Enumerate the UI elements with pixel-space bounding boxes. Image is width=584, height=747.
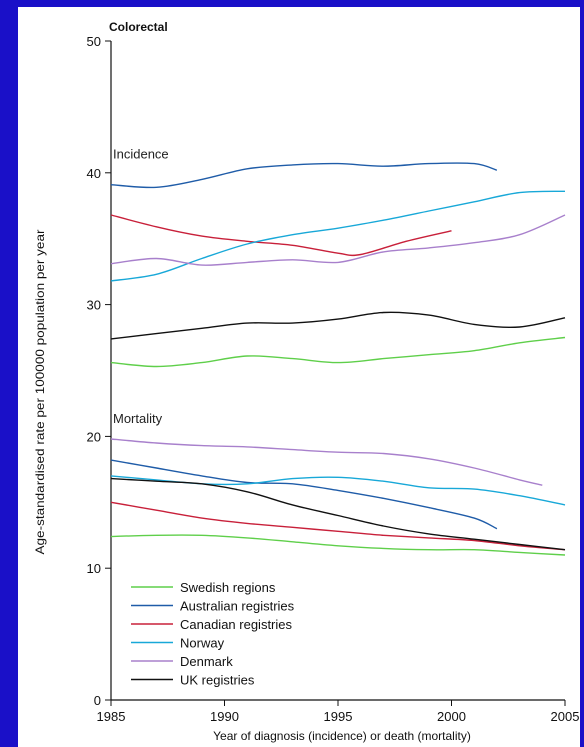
group-label-incidence: Incidence	[113, 146, 169, 161]
chart-panel: Colorectal 0 10 20 30 40 50 1985 1990 1995 2000 20…	[18, 7, 580, 747]
line-chart: Colorectal 0 10 20 30 40 50 1985 1990 1995 2000 20…	[33, 20, 580, 743]
series-line-mortality-10	[110, 438, 543, 486]
legend: Swedish regions Australian registries Cana…	[131, 580, 295, 688]
series-line-mortality-8	[110, 501, 566, 551]
axes: 0 10 20 30 40 50 1985 1990 1995 2000 2005	[87, 34, 580, 724]
series-lines	[110, 162, 566, 556]
legend-label: Denmark	[180, 654, 233, 669]
x-tick-label: 2005	[551, 709, 580, 724]
series-line-incidence-2	[110, 214, 452, 257]
y-tick-label: 50	[87, 34, 101, 49]
y-tick-label: 0	[94, 693, 101, 708]
y-tick-label: 40	[87, 166, 101, 181]
x-axis-label: Year of diagnosis (incidence) or death (…	[213, 729, 471, 743]
y-tick-label: 20	[87, 429, 101, 444]
chart-title: Colorectal	[109, 20, 168, 34]
series-line-mortality-11	[110, 477, 566, 551]
y-axis-label: Age-standardised rate per 100000 populat…	[33, 230, 47, 555]
legend-label: Swedish regions	[180, 580, 276, 595]
x-tick-label: 1995	[324, 709, 353, 724]
legend-label: Australian registries	[180, 599, 295, 614]
legend-label: Canadian registries	[180, 617, 293, 632]
series-line-incidence-3	[110, 190, 566, 282]
series-line-mortality-7	[110, 459, 498, 530]
series-line-mortality-6	[110, 534, 566, 556]
group-label-mortality: Mortality	[113, 411, 163, 426]
series-line-incidence-4	[110, 214, 566, 266]
series-line-incidence-1	[110, 162, 498, 189]
x-tick-label: 2000	[437, 709, 466, 724]
series-line-incidence-0	[110, 336, 566, 368]
x-tick-label: 1985	[97, 709, 126, 724]
series-line-incidence-5	[110, 311, 566, 340]
group-labels: Incidence Mortality	[113, 146, 169, 426]
legend-label: Norway	[180, 636, 225, 651]
y-tick-label: 30	[87, 298, 101, 313]
x-tick-label: 1990	[210, 709, 239, 724]
legend-label: UK registries	[180, 673, 255, 688]
y-tick-label: 10	[87, 561, 101, 576]
